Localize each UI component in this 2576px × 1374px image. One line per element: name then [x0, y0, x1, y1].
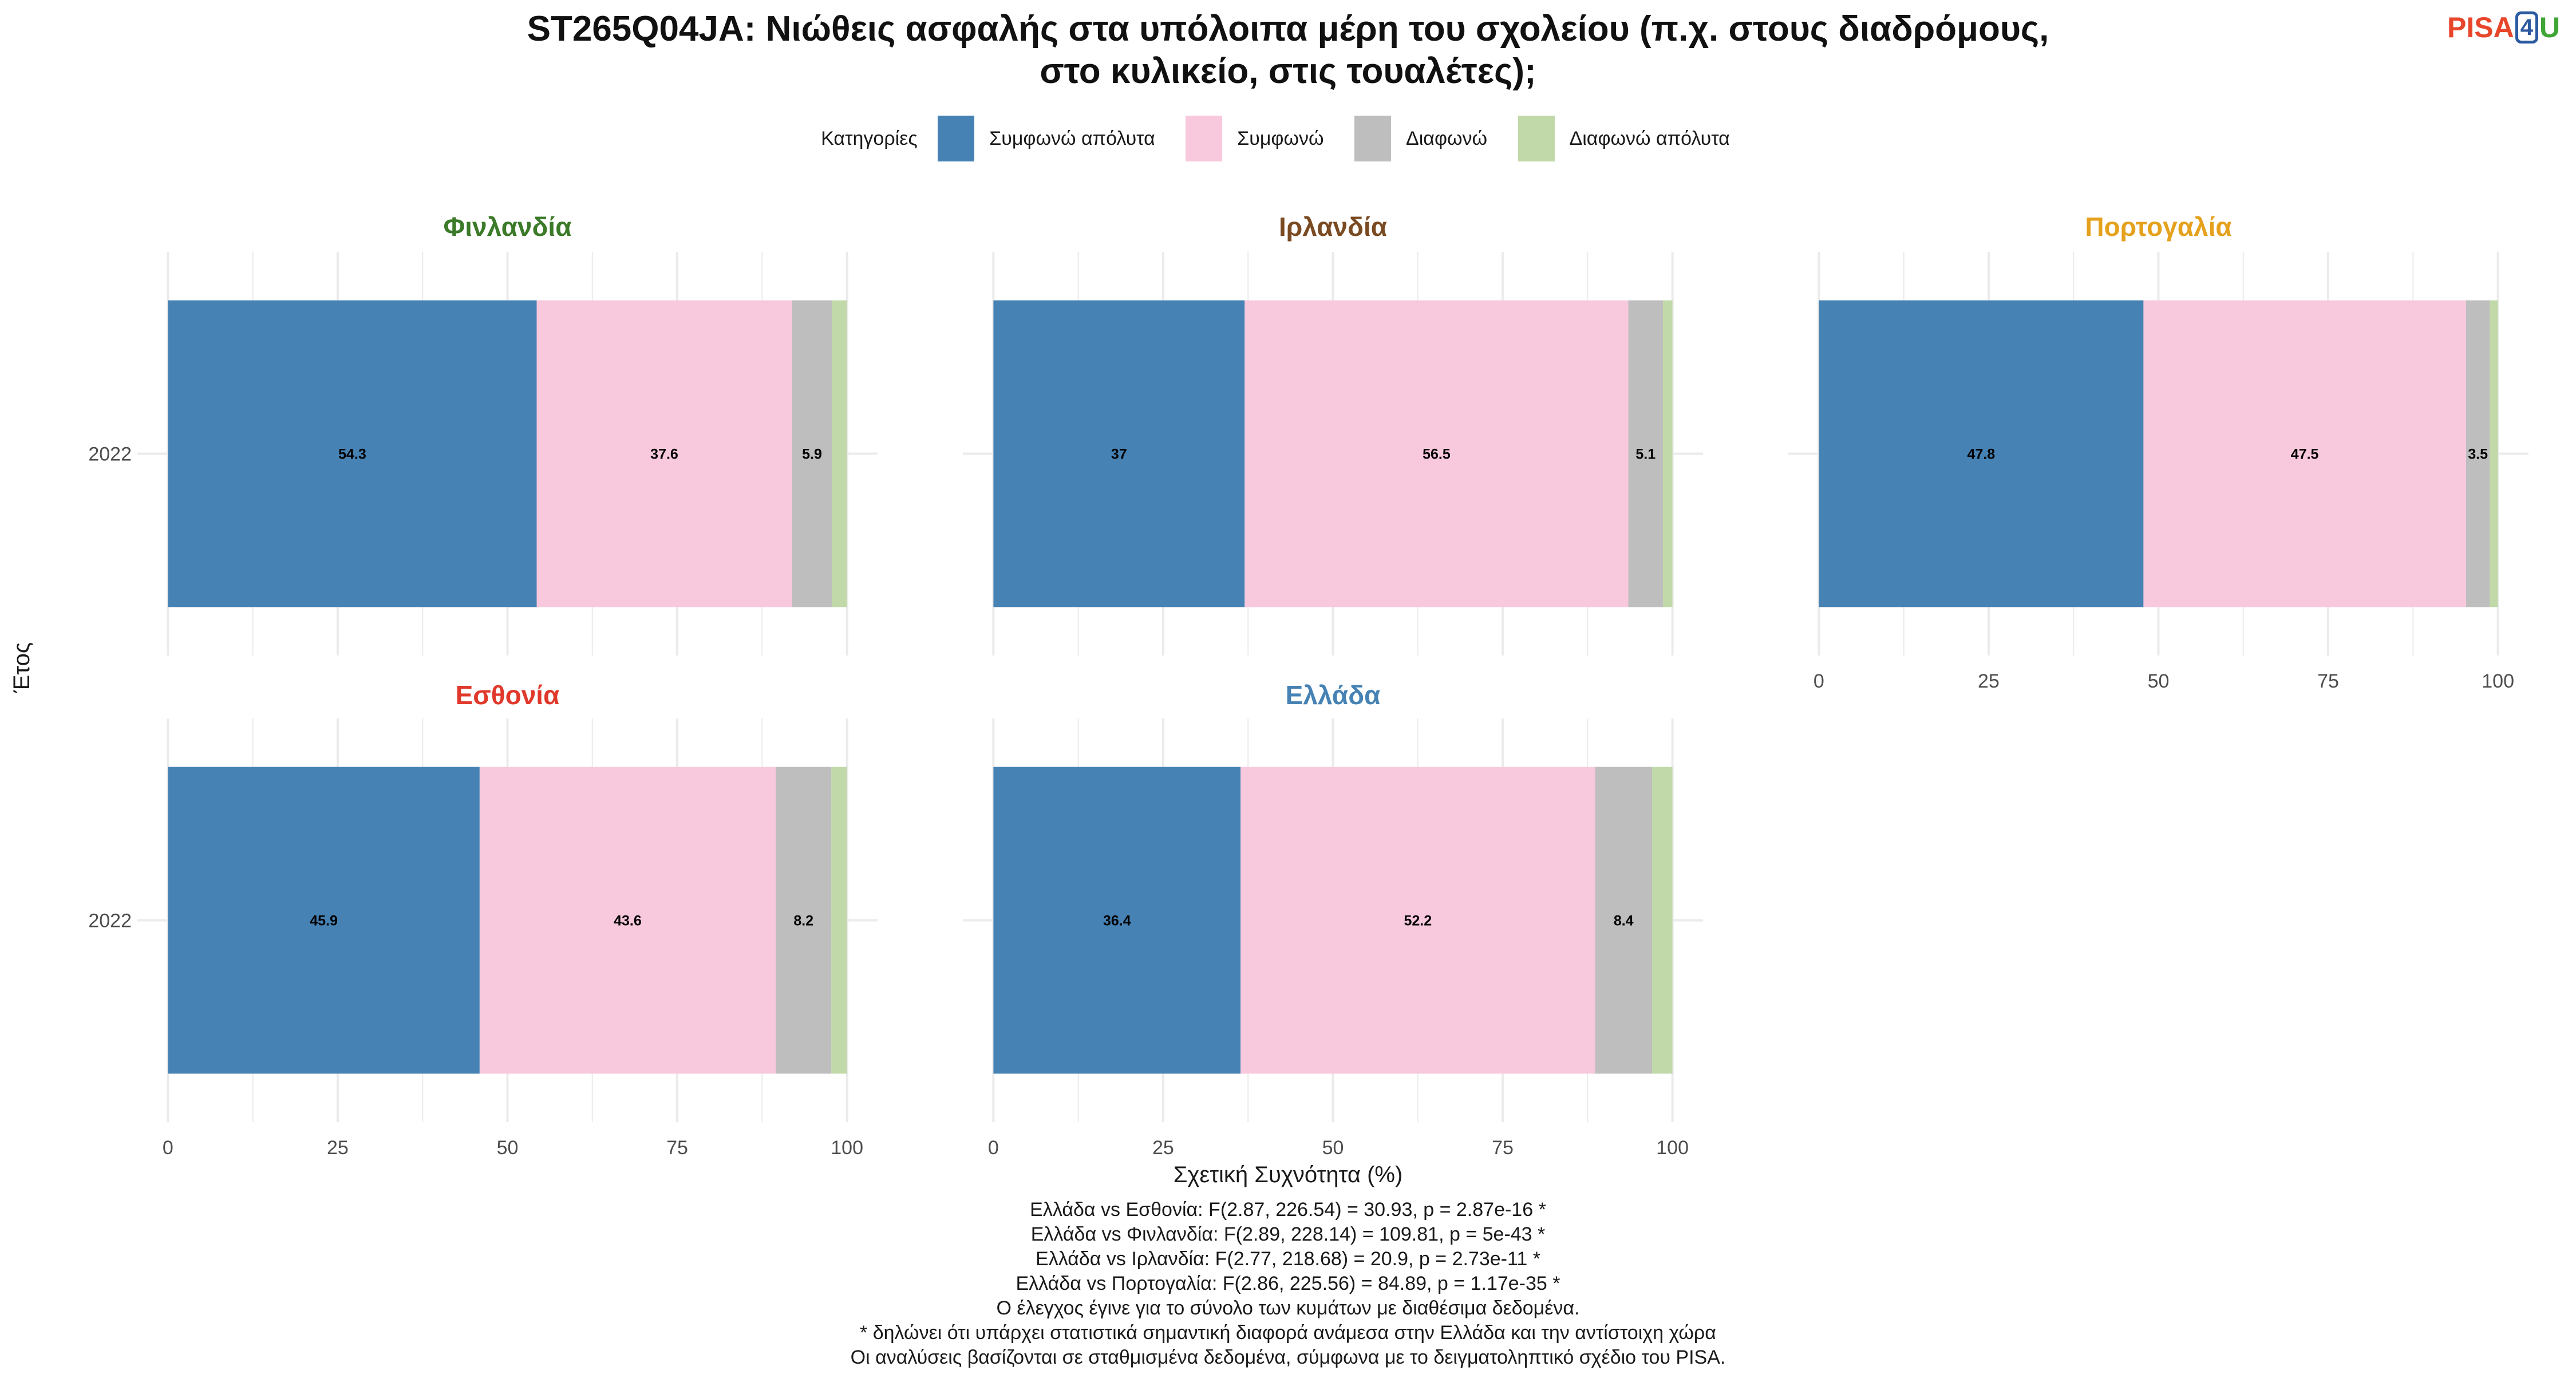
logo-text-pisa: PISA — [2447, 11, 2514, 44]
caption-line: Οι αναλύσεις βασίζονται σε σταθμισμένα δ… — [850, 1347, 1726, 1368]
legend-key-strongly-disagree — [1518, 116, 1555, 162]
bar-value-label: 8.2 — [793, 913, 813, 929]
bar-segment — [1628, 300, 1664, 607]
legend-key-disagree — [1354, 116, 1392, 162]
bar-segment — [1595, 767, 1653, 1074]
x-tick-label: 75 — [1492, 1137, 1514, 1159]
caption-line: Ελλάδα vs Ιρλανδία: F(2.77, 218.68) = 20… — [1036, 1248, 1540, 1270]
bar-segment — [1663, 300, 1673, 607]
bar-segment — [2466, 300, 2490, 607]
caption-line: Ο έλεγχος έγινε για το σύνολο των κυμάτω… — [996, 1297, 1580, 1319]
bar-segment — [1240, 767, 1595, 1074]
bar-value-label: 47.8 — [1967, 447, 1996, 463]
bar-segment — [168, 767, 480, 1074]
bar-segment — [1244, 300, 1629, 607]
x-tick-label: 0 — [1814, 670, 1824, 692]
x-tick-label: 25 — [1978, 670, 2000, 692]
bar-value-label: 52.2 — [1404, 913, 1432, 929]
bar-value-label: 45.9 — [310, 913, 338, 929]
facet-title-finland: Φινλανδία — [443, 212, 572, 242]
bar-segment — [2490, 300, 2498, 607]
bar-segment — [536, 300, 792, 607]
bar-segment — [168, 300, 537, 607]
caption-line: Ελλάδα vs Εσθονία: F(2.87, 226.54) = 30.… — [1030, 1199, 1546, 1221]
caption-line: Ελλάδα vs Φινλανδία: F(2.89, 228.14) = 1… — [1030, 1223, 1546, 1245]
logo-text-u: U — [2539, 11, 2561, 44]
x-tick-label: 100 — [2482, 670, 2514, 692]
bar-value-label: 8.4 — [1614, 913, 1634, 929]
x-tick-label: 25 — [1152, 1137, 1174, 1159]
bar-segment — [832, 300, 847, 607]
bar-segment — [993, 767, 1241, 1074]
bar-value-label: 47.5 — [2291, 447, 2319, 463]
legend-label-strongly-agree: Συμφωνώ απόλυτα — [989, 128, 1155, 150]
bar-segment — [479, 767, 776, 1074]
y-tick-label: 2022 — [88, 444, 132, 465]
bar-segment — [1652, 767, 1673, 1074]
legend-label-strongly-disagree: Διαφωνώ απόλυτα — [1569, 128, 1730, 150]
legend-label-disagree: Διαφωνώ — [1406, 128, 1488, 150]
bar-segment — [831, 767, 847, 1074]
facet-title-portugal: Πορτογαλία — [2085, 212, 2232, 242]
bar-value-label: 43.6 — [614, 913, 642, 929]
chart-title: ST265Q04JA: Νιώθεις ασφαλής στα υπόλοιπα… — [527, 9, 2049, 91]
x-tick-label: 100 — [1656, 1137, 1689, 1159]
bar-value-label: 37.6 — [650, 447, 678, 463]
legend: Κατηγορίες Συμφωνώ απόλυτα Συμφωνώ Διαφω… — [0, 114, 2576, 162]
bar-segment — [776, 767, 832, 1074]
facet-title-estonia: Εσθονία — [455, 680, 560, 710]
x-tick-label: 0 — [163, 1137, 173, 1159]
bar-segment — [993, 300, 1245, 607]
bar-value-label: 3.5 — [2468, 447, 2488, 463]
logo-text-4: 4 — [2515, 11, 2538, 44]
x-tick-label: 50 — [497, 1137, 519, 1159]
x-axis-title: Σχετική Συχνότητα (%) — [1173, 1162, 1403, 1187]
x-tick-label: 50 — [1322, 1137, 1344, 1159]
legend-key-agree — [1186, 116, 1223, 162]
x-tick-label: 50 — [2148, 670, 2170, 692]
x-tick-label: 75 — [2317, 670, 2339, 692]
x-tick-label: 25 — [327, 1137, 349, 1159]
caption: Ελλάδα vs Εσθονία: F(2.87, 226.54) = 30.… — [0, 1198, 2576, 1370]
facet-title-ireland: Ιρλανδία — [1278, 212, 1388, 242]
legend-title: Κατηγορίες — [821, 128, 918, 150]
bar-value-label: 56.5 — [1423, 447, 1451, 463]
legend-label-agree: Συμφωνώ — [1237, 128, 1324, 150]
facet-title-greece: Ελλάδα — [1285, 680, 1381, 710]
bar-value-label: 37 — [1111, 447, 1127, 463]
x-tick-label: 75 — [666, 1137, 688, 1159]
bar-value-label: 54.3 — [338, 447, 366, 463]
caption-line: * δηλώνει ότι υπάρχει στατιστικά σημαντι… — [860, 1322, 1716, 1344]
bar-segment — [792, 300, 832, 607]
bar-value-label: 36.4 — [1103, 913, 1131, 929]
bar-segment — [2143, 300, 2466, 607]
pisa4u-logo: PISA 4 U — [2447, 10, 2560, 45]
x-tick-label: 0 — [988, 1137, 999, 1159]
x-tick-label: 100 — [831, 1137, 863, 1159]
bar-segment — [1819, 300, 2144, 607]
caption-line: Ελλάδα vs Πορτογαλία: F(2.86, 225.56) = … — [1016, 1273, 1560, 1294]
bar-value-label: 5.1 — [1635, 447, 1656, 463]
bar-value-label: 5.9 — [802, 447, 822, 463]
legend-key-strongly-agree — [938, 116, 975, 162]
y-tick-label: 2022 — [88, 910, 132, 932]
y-axis-title: Έτος — [9, 642, 34, 693]
